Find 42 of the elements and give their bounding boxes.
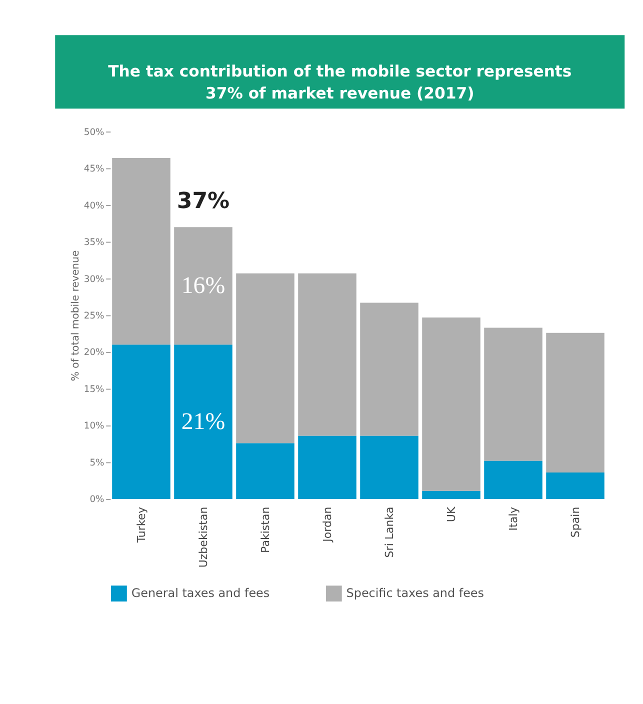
x-tick-label: Turkey <box>134 506 148 544</box>
x-tick-label: Pakistan <box>258 506 272 553</box>
y-axis-title: % of total mobile revenue <box>70 250 82 382</box>
bar <box>298 436 356 499</box>
bar <box>298 273 356 436</box>
bar <box>422 490 480 499</box>
y-tick-label: 40% <box>84 200 105 212</box>
x-tick-label: Italy <box>506 506 520 531</box>
data-label: 16% <box>181 273 226 300</box>
chart-title: The tax contribution of the mobile sector represents 37% of market revenue (2017) <box>108 62 572 102</box>
y-tick-label: 30% <box>84 274 105 285</box>
bar <box>236 273 294 444</box>
y-tick-label: 45% <box>84 164 105 175</box>
bar <box>174 344 232 499</box>
bar <box>360 436 418 499</box>
bar <box>484 460 542 499</box>
legend-label: General taxes and fees <box>131 586 270 600</box>
data-label: 21% <box>181 409 226 436</box>
x-tick-label: Jordan <box>320 506 334 543</box>
y-tick-label: 10% <box>84 420 105 432</box>
total-label: 37% <box>176 188 230 214</box>
bar <box>112 344 170 499</box>
y-tick-label: 15% <box>84 384 105 395</box>
bar <box>546 332 604 473</box>
y-tick-label: 0% <box>90 494 105 506</box>
x-tick-label: Spain <box>568 506 582 538</box>
y-tick-label: 20% <box>84 347 105 358</box>
x-tick-label: Uzbekistan <box>196 506 210 568</box>
y-tick-label: 35% <box>84 237 105 248</box>
bar <box>484 328 542 461</box>
y-tick-label: 50% <box>84 126 105 138</box>
y-tick-label: 25% <box>84 310 105 322</box>
bar <box>422 317 480 491</box>
bar <box>112 158 170 345</box>
x-tick-label: UK <box>444 506 458 522</box>
legend-label: Specific taxes and fees <box>346 586 484 600</box>
bar <box>174 227 232 345</box>
x-tick-label: Sri Lanka <box>382 506 396 558</box>
y-tick-label: 5% <box>90 457 105 468</box>
bar <box>546 472 604 499</box>
bar <box>360 302 418 436</box>
bar <box>236 443 294 499</box>
